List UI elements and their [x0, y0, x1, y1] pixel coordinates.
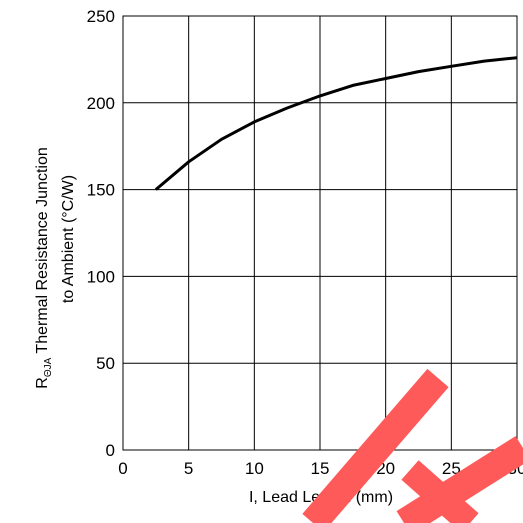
y-tick-label: 100 — [87, 267, 115, 286]
x-tick-label: 15 — [311, 459, 330, 478]
y-axis-line1-text: Thermal Resistance Junction — [34, 147, 51, 353]
y-tick-label: 250 — [87, 7, 115, 26]
y-axis-label-line1: RΘJA Thermal Resistance Junction — [34, 147, 54, 388]
y-tick-label: 200 — [87, 94, 115, 113]
x-tick-label: 5 — [184, 459, 193, 478]
watermark-stroke-1 — [302, 368, 449, 523]
watermark — [302, 368, 523, 523]
y-tick-label: 50 — [96, 354, 115, 373]
series-layer — [154, 56, 518, 191]
watermark-stroke-2 — [396, 436, 523, 523]
series-line-0 — [154, 56, 518, 191]
grid — [122, 15, 518, 451]
y-axis-symbol: R — [34, 377, 51, 389]
y-tick-label: 0 — [106, 441, 115, 460]
y-tick-labels: 0 50 100 150 200 250 — [87, 7, 115, 460]
x-tick-label: 10 — [245, 459, 264, 478]
y-tick-label: 150 — [87, 181, 115, 200]
x-tick-label: 0 — [118, 459, 127, 478]
watermark-stroke-3 — [401, 460, 479, 523]
y-axis-subscript: ΘJA — [43, 357, 54, 377]
y-axis-label-line2: to Ambient (°C/W) — [60, 175, 77, 303]
x-tick-label: 25 — [442, 459, 461, 478]
y-axis-label: RΘJA Thermal Resistance Junction to Ambi… — [34, 147, 77, 388]
